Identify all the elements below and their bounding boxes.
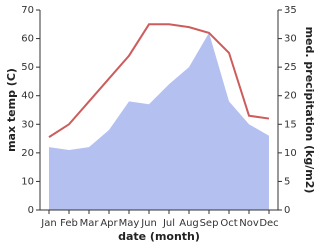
y2-tick-label: 10 [284,148,297,159]
chart: date (month) max temp (C) med. precipita… [5,5,316,243]
y2-tick-label: 25 [284,62,297,73]
y-tick-label: 50 [21,62,34,73]
x-tick-label: Jun [140,218,157,229]
y2-tick-label: 0 [284,205,290,216]
x-tick-label: Apr [100,218,118,229]
x-tick-label: Dec [259,218,278,229]
y-tick-label: 30 [21,119,34,130]
y2-tick-label: 30 [284,34,297,45]
x-tick-label: Feb [60,218,78,229]
y-tick-label: 10 [21,176,34,187]
temp-line [48,23,270,138]
y2-tick-label: 15 [284,119,297,130]
y2-tick-label: 20 [284,91,297,102]
y-tick-label: 60 [21,34,34,45]
y-tick-label: 40 [21,91,34,102]
y-axis-label: max temp (C) [5,68,18,152]
x-tick-label: Jan [40,218,56,229]
x-tick-label: Sep [200,218,219,229]
x-tick-label: Jul [162,218,175,229]
x-axis-label: date (month) [118,230,200,243]
x-tick-label: May [119,218,140,229]
precip-area [49,32,269,210]
x-tick-label: Mar [80,218,100,229]
y-tick-label: 70 [21,5,34,16]
y-tick-label: 20 [21,148,34,159]
y2-tick-label: 5 [284,176,290,187]
x-tick-label: Nov [239,218,259,229]
y2-tick-label: 35 [284,5,297,16]
x-tick-label: Aug [179,218,199,229]
x-tick-label: Oct [220,218,237,229]
y-tick-label: 0 [28,205,34,216]
y2-axis-label: med. precipitation (kg/m2) [303,27,316,194]
